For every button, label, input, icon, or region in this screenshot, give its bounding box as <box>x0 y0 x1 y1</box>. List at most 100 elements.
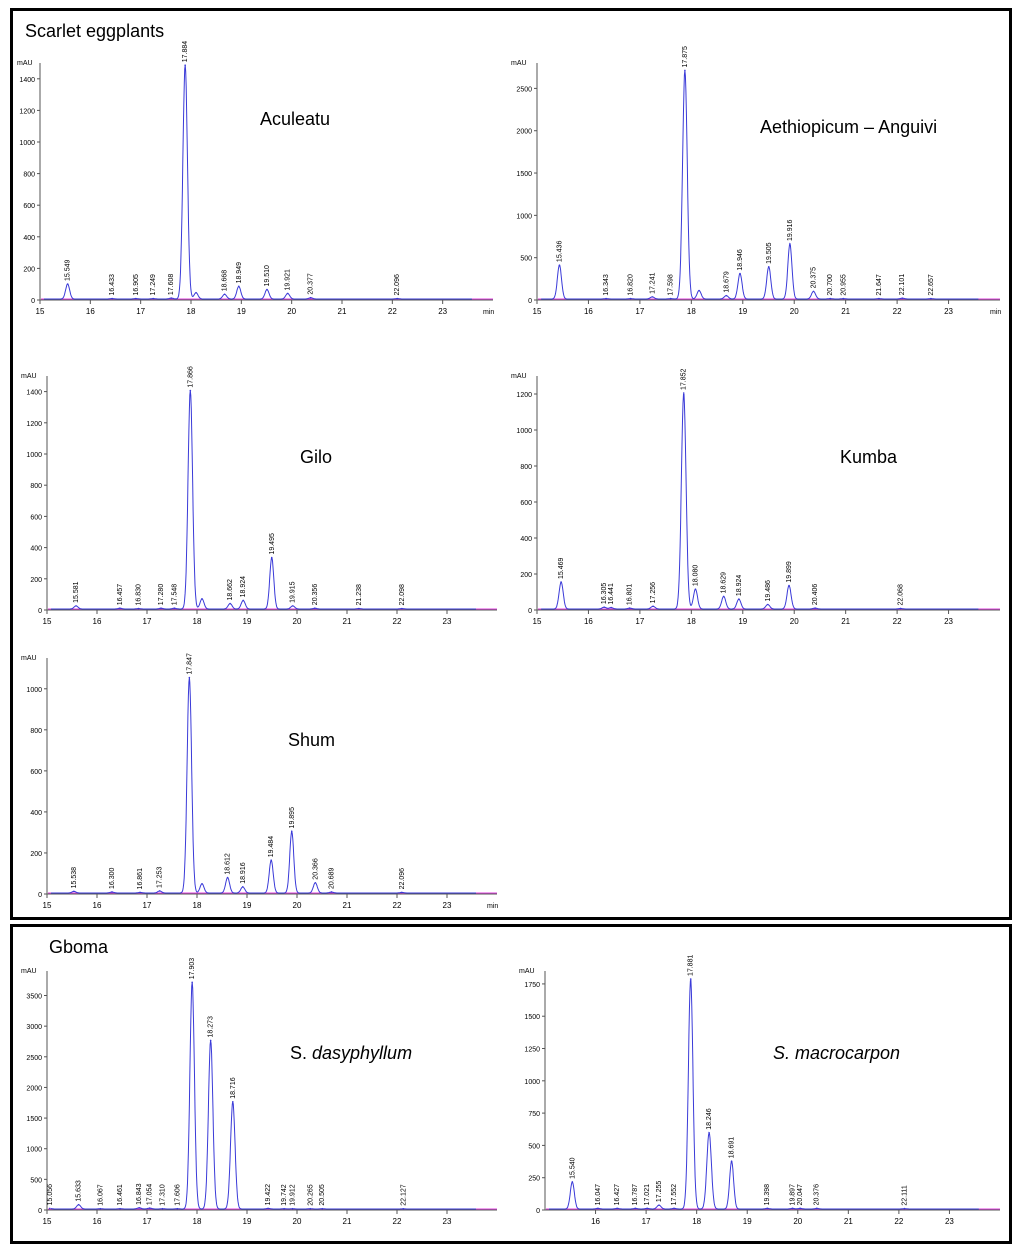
chart-title-prefix: S. <box>290 1043 312 1063</box>
peak-point <box>682 392 685 394</box>
peak-label: 17.280 <box>158 584 165 606</box>
x-tick-label: 15 <box>533 307 542 316</box>
y-tick-label: 1000 <box>516 428 532 435</box>
peak-label: 19.398 <box>764 1184 771 1206</box>
peak-point <box>829 297 832 300</box>
peak-label: 17.608 <box>168 274 175 296</box>
x-tick-label: 19 <box>243 617 252 626</box>
x-tick-label: 23 <box>438 307 447 316</box>
y-tick-label: 1400 <box>19 77 35 84</box>
x-tick-label: 21 <box>343 901 352 910</box>
y-tick-label: 600 <box>30 769 42 776</box>
x-tick-label: 18 <box>193 901 202 910</box>
chart-title: S. macrocarpon <box>773 1043 900 1063</box>
peak-label: 18.080 <box>692 565 699 587</box>
peak-point <box>226 876 229 879</box>
x-tick-label: 16 <box>93 1217 102 1226</box>
peak-label: 19.915 <box>290 581 297 603</box>
y-axis-label: mAU <box>511 373 527 380</box>
chart-title-species: S. macrocarpon <box>773 1043 900 1063</box>
x-tick-label: 23 <box>443 617 452 626</box>
y-axis-label: mAU <box>21 373 37 380</box>
peak-label: 16.861 <box>137 868 144 890</box>
peak-label: 20.047 <box>797 1184 804 1206</box>
peak-label: 18.949 <box>236 262 243 284</box>
y-tick-label: 1200 <box>19 108 35 115</box>
peak-label: 16.305 <box>601 583 608 605</box>
peak-label: 15.056 <box>47 1184 54 1206</box>
y-tick-label: 3500 <box>26 994 42 1001</box>
y-tick-label: 1500 <box>516 171 532 178</box>
peak-point <box>571 1181 574 1183</box>
peak-point <box>309 1207 312 1210</box>
x-tick-label: 20 <box>293 901 302 910</box>
peak-point <box>160 607 162 610</box>
x-tick-label: 19 <box>738 307 747 316</box>
y-tick-label: 400 <box>520 536 532 543</box>
peak-label: 18.662 <box>227 579 234 601</box>
peak-point <box>722 595 725 598</box>
section-title-gboma: Gboma <box>49 937 109 957</box>
peak-point <box>170 297 173 299</box>
chromatogram-trace <box>50 982 476 1210</box>
x-tick-label: 18 <box>193 1217 202 1226</box>
peak-label: 15.540 <box>569 1157 576 1179</box>
chart-title: Aethiopicum – Anguivi <box>760 117 937 137</box>
peak-label: 16.427 <box>614 1184 621 1206</box>
x-tick-label: 15 <box>43 901 52 910</box>
chart-title: Shum <box>288 730 335 750</box>
y-tick-label: 1500 <box>524 1014 540 1021</box>
peak-label: 19.486 <box>765 580 772 602</box>
peak-label: 20.366 <box>312 858 319 880</box>
peak-label: 21.647 <box>876 274 883 296</box>
y-tick-label: 0 <box>38 1208 42 1215</box>
chromatogram-trace <box>549 978 979 1210</box>
peak-label: 19.916 <box>787 219 794 241</box>
x-tick-label: 16 <box>584 307 593 316</box>
peak-label: 16.300 <box>109 867 116 889</box>
peak-point <box>791 1207 794 1210</box>
peak-point <box>158 890 161 892</box>
peak-point <box>628 607 631 609</box>
peak-label: 20.955 <box>840 274 847 296</box>
peak-point <box>634 1207 637 1210</box>
peak-label: 22.068 <box>898 584 905 606</box>
peak-label: 17.241 <box>649 272 656 294</box>
peak-point <box>75 605 77 607</box>
peak-label: 18.668 <box>222 270 229 292</box>
y-tick-label: 3000 <box>26 1024 42 1031</box>
peak-label: 16.801 <box>627 584 634 606</box>
x-tick-label: 20 <box>790 617 799 626</box>
peak-point <box>223 293 226 296</box>
x-tick-label: 16 <box>93 617 102 626</box>
x-tick-label: 22 <box>388 307 397 316</box>
y-tick-label: 600 <box>520 500 532 507</box>
peak-label: 16.843 <box>136 1183 143 1205</box>
peak-label: 16.343 <box>603 274 610 296</box>
peak-label: 20.406 <box>812 584 819 606</box>
peak-label: 18.716 <box>230 1077 237 1099</box>
peak-label: 20.377 <box>308 273 315 295</box>
peak-label: 17.249 <box>150 274 157 296</box>
gboma-section: Gboma <box>10 924 1012 1244</box>
y-tick-label: 750 <box>528 1111 540 1118</box>
x-tick-label: 22 <box>393 901 402 910</box>
x-tick-label: 21 <box>841 617 850 626</box>
peak-point <box>788 584 790 587</box>
peak-point <box>99 1207 102 1210</box>
chromatogram-s-dasyphyllum: 15 16 17 18 19 20 21 22 23 0 500 1000 1500 2000 2500 30… <box>21 958 497 1226</box>
peak-label: 16.433 <box>109 274 116 296</box>
peak-label: 19.510 <box>264 265 271 287</box>
y-tick-label: 400 <box>30 546 42 553</box>
peak-point <box>290 830 293 833</box>
peak-point <box>812 290 815 293</box>
peak-label: 19.899 <box>786 561 793 583</box>
peak-point <box>603 606 605 608</box>
x-tick-label: 17 <box>642 1217 651 1226</box>
peak-label: 16.461 <box>117 1184 124 1206</box>
peak-point <box>401 607 403 610</box>
y-tick-label: 500 <box>520 256 532 263</box>
peak-label: 17.903 <box>189 958 196 980</box>
peak-label: 22.098 <box>399 584 406 606</box>
peak-label: 17.847 <box>186 653 193 675</box>
